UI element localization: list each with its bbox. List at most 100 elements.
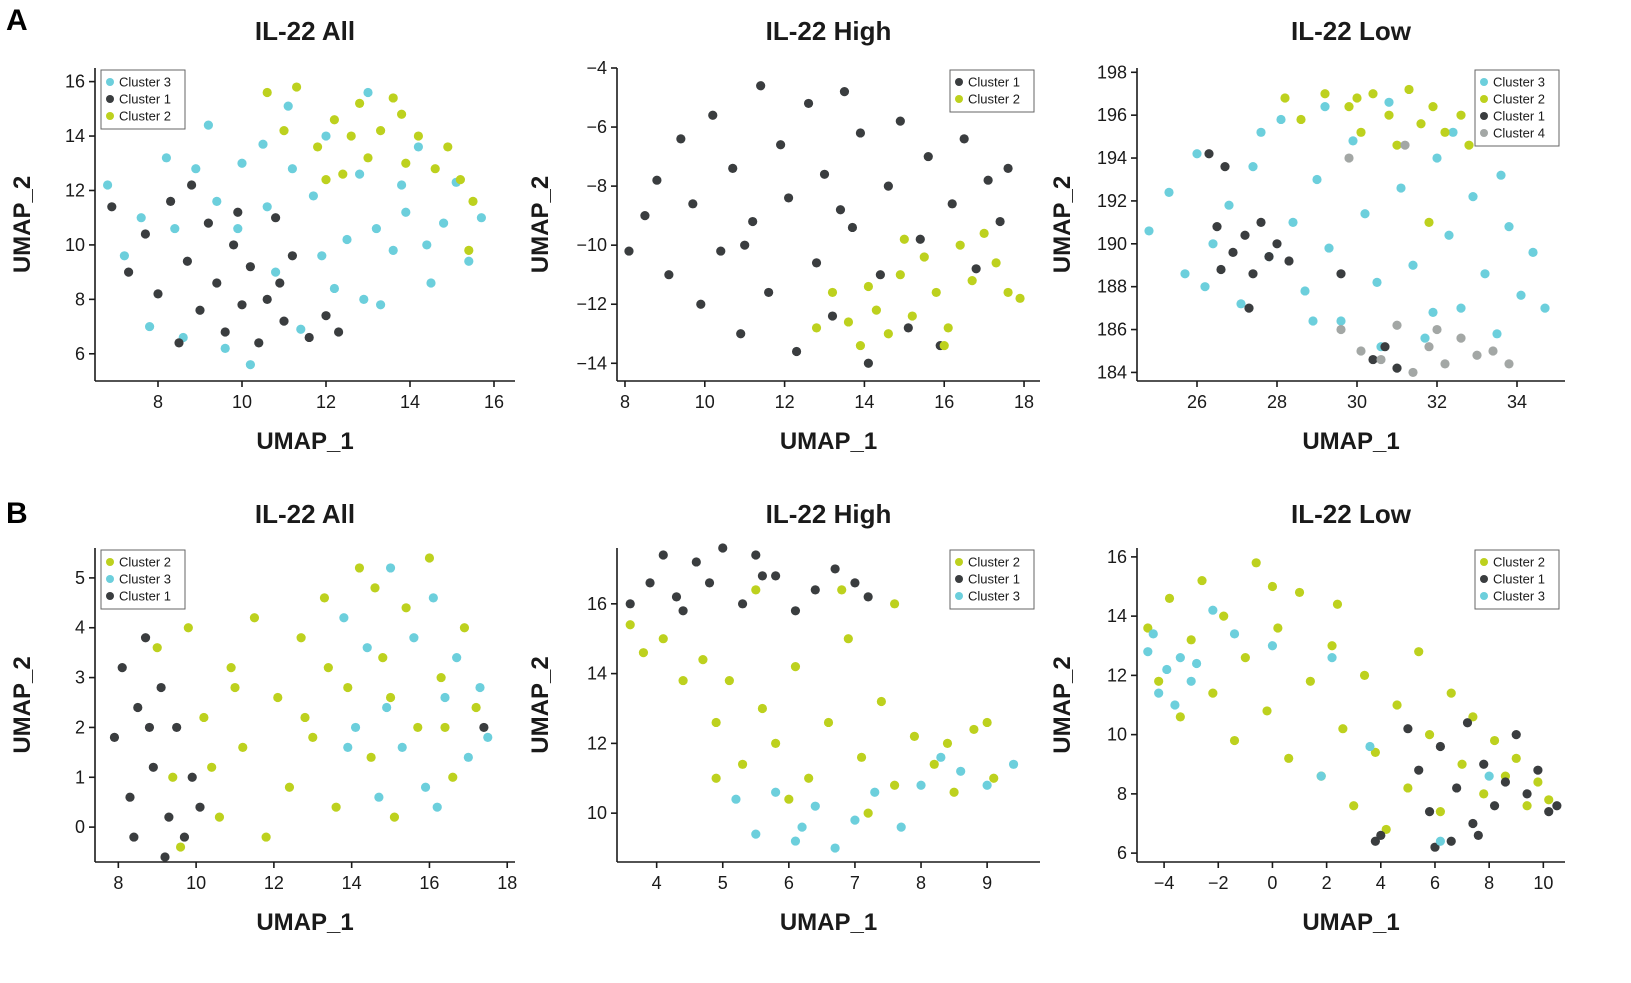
legend-label-cluster-2: Cluster 2	[119, 109, 171, 124]
y-tick-label: 12	[1107, 665, 1127, 685]
y-tick-label: 16	[1107, 547, 1127, 567]
point-cluster-1	[245, 262, 255, 272]
legend-marker-cluster-1	[1480, 575, 1488, 583]
y-tick-label: −6	[586, 117, 607, 137]
point-cluster-3	[751, 829, 761, 839]
point-cluster-2	[401, 158, 411, 168]
point-cluster-3	[409, 633, 419, 643]
point-cluster-3	[212, 196, 222, 206]
point-cluster-2	[1280, 93, 1290, 103]
y-tick-label: 0	[75, 817, 85, 837]
point-cluster-1	[1204, 149, 1214, 159]
y-tick-label: 3	[75, 668, 85, 688]
point-cluster-3	[343, 742, 353, 752]
point-cluster-2	[856, 752, 867, 762]
point-cluster-2	[811, 323, 822, 333]
point-cluster-3	[475, 682, 485, 693]
point-cluster-1	[1424, 807, 1435, 817]
point-cluster-1	[160, 852, 170, 862]
legend-marker-cluster-2	[106, 112, 114, 120]
x-tick-label: 8	[1484, 873, 1494, 893]
point-cluster-2	[889, 599, 900, 609]
point-cluster-3	[464, 256, 474, 266]
y-tick-label: 16	[65, 72, 85, 92]
y-tick-label: −12	[576, 294, 607, 314]
point-cluster-3	[359, 294, 369, 304]
y-tick-label: 188	[1097, 277, 1127, 297]
legend-box	[949, 549, 1035, 610]
point-cluster-2	[931, 287, 941, 298]
point-cluster-3	[374, 792, 384, 802]
point-cluster-2	[388, 93, 398, 103]
point-cluster-3	[870, 787, 880, 797]
point-cluster-2	[471, 702, 481, 713]
x-tick-label: −2	[1208, 873, 1229, 893]
point-cluster-2	[230, 682, 240, 693]
legend-marker-cluster-2	[955, 558, 963, 566]
point-cluster-1	[847, 222, 858, 233]
point-cluster-1	[740, 240, 750, 250]
point-cluster-2	[1294, 587, 1305, 598]
point-cluster-2	[658, 634, 668, 644]
point-cluster-2	[1511, 753, 1521, 763]
point-cluster-3	[262, 202, 272, 212]
point-cluster-2	[1251, 558, 1261, 568]
x-tick-label: 34	[1507, 392, 1527, 412]
point-cluster-3	[413, 142, 423, 152]
y-tick-label: 10	[587, 803, 607, 823]
point-cluster-3	[1432, 153, 1442, 163]
point-cluster-1	[166, 196, 176, 206]
x-tick-label: 0	[1267, 873, 1277, 893]
point-cluster-3	[1208, 605, 1218, 615]
point-cluster-3	[397, 180, 407, 190]
panel-label-b: B	[6, 497, 28, 530]
point-cluster-2	[363, 153, 373, 163]
point-cluster-1	[1392, 363, 1402, 373]
x-tick-label: 14	[854, 392, 874, 412]
point-cluster-2	[430, 164, 440, 174]
x-tick-label: 26	[1187, 392, 1207, 412]
point-cluster-2	[413, 131, 423, 141]
point-cluster-2	[1428, 101, 1438, 112]
point-cluster-1	[863, 358, 874, 368]
point-cluster-2	[1332, 599, 1343, 609]
point-cluster-3	[1276, 114, 1286, 125]
point-cluster-2	[296, 633, 306, 643]
point-cluster-1	[1544, 807, 1554, 817]
point-cluster-3	[1208, 239, 1218, 249]
x-tick-label: 16	[934, 392, 954, 412]
point-cluster-1	[148, 762, 158, 772]
point-cluster-2	[323, 663, 333, 673]
point-cluster-2	[969, 724, 979, 735]
point-cluster-1	[1452, 783, 1462, 793]
x-tick-label: 10	[1533, 873, 1553, 893]
point-cluster-1	[983, 175, 993, 185]
point-cluster-4	[1440, 359, 1450, 369]
point-cluster-3	[1143, 647, 1153, 657]
y-axis-label: UMAP_2	[527, 656, 554, 753]
point-cluster-1	[959, 134, 969, 144]
point-cluster-1	[756, 81, 766, 91]
point-cluster-1	[691, 557, 701, 567]
point-cluster-3	[376, 300, 386, 310]
point-cluster-2	[354, 563, 365, 573]
y-tick-label: 6	[75, 344, 85, 364]
point-cluster-1	[179, 832, 190, 842]
point-cluster-2	[1416, 119, 1426, 129]
point-cluster-1	[791, 346, 802, 357]
point-cluster-3	[296, 324, 306, 334]
point-cluster-3	[258, 139, 268, 149]
point-cluster-1	[262, 294, 272, 304]
point-cluster-4	[1488, 346, 1498, 356]
point-cluster-3	[1154, 688, 1164, 698]
point-cluster-3	[321, 131, 331, 141]
point-cluster-4	[1472, 350, 1482, 360]
point-cluster-2	[448, 772, 458, 782]
point-cluster-3	[1312, 174, 1322, 185]
point-cluster-2	[1522, 801, 1532, 811]
point-cluster-1	[776, 140, 786, 150]
point-cluster-2	[455, 174, 465, 185]
point-cluster-3	[1336, 316, 1346, 326]
point-cluster-2	[1154, 676, 1164, 686]
